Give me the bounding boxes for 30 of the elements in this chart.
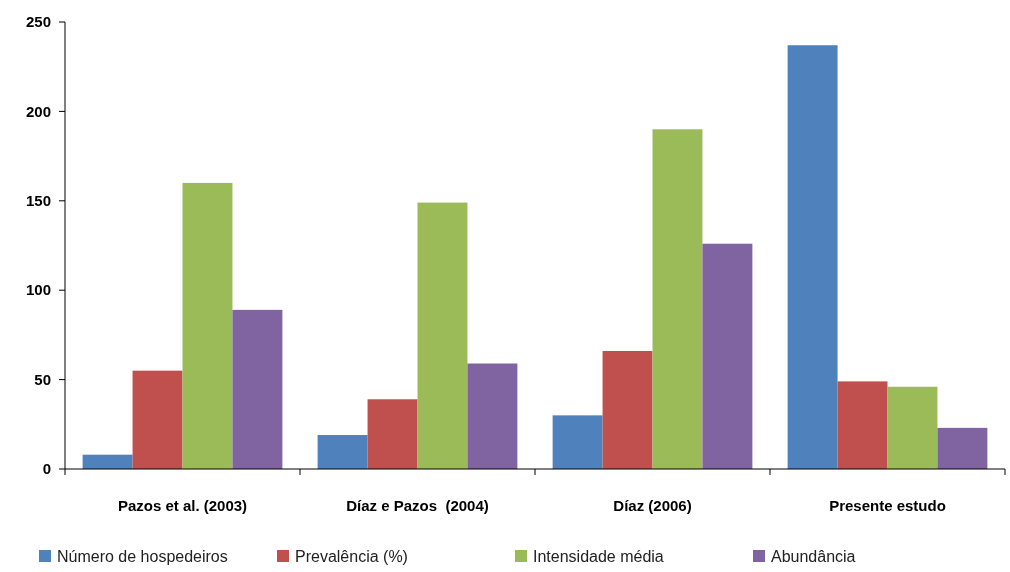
bar <box>787 45 838 469</box>
bar <box>887 386 938 469</box>
bar <box>317 435 368 469</box>
bar <box>232 309 283 469</box>
legend-label: Abundância <box>771 548 856 565</box>
bar <box>652 129 703 469</box>
y-tick-label: 200 <box>25 102 51 120</box>
bar <box>602 350 653 469</box>
bar <box>702 243 753 469</box>
x-tick-label: Díaz (2006) <box>613 497 692 514</box>
y-tick-label: 150 <box>25 192 51 210</box>
bar <box>937 427 988 469</box>
legend-label: Intensidade média <box>533 548 664 565</box>
bar <box>182 182 233 469</box>
bar <box>467 363 518 469</box>
bar <box>417 202 468 469</box>
legend-label: Número de hospedeiros <box>57 548 228 565</box>
y-tick-label: 50 <box>34 370 51 388</box>
x-tick-label: Presente estudo <box>829 497 946 514</box>
y-tick-label: 250 <box>25 13 51 31</box>
legend-label: Prevalência (%) <box>295 548 408 565</box>
bar <box>82 454 133 469</box>
x-tick-label: Díaz e Pazos (2004) <box>346 497 489 514</box>
y-tick-label: 0 <box>42 460 51 478</box>
bar <box>837 381 888 469</box>
bar <box>367 399 418 469</box>
x-tick-label: Pazos et al. (2003) <box>117 497 248 514</box>
bar <box>132 370 183 469</box>
y-tick-label: 100 <box>25 281 51 299</box>
bar <box>552 415 603 469</box>
